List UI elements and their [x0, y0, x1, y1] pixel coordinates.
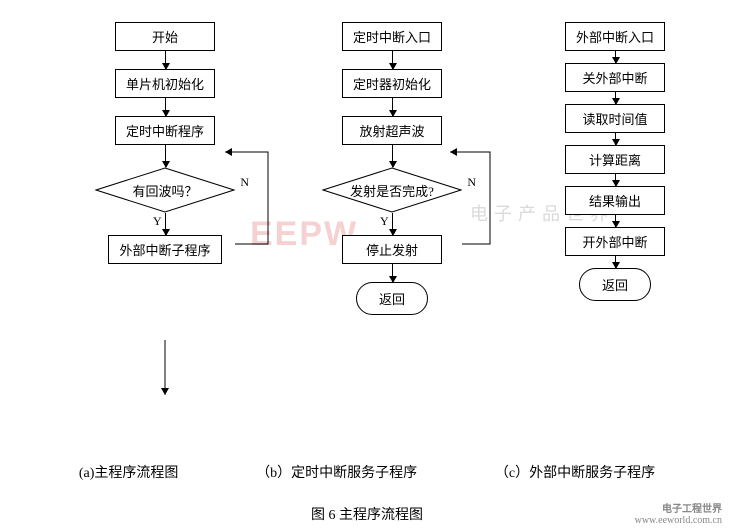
flowchart-canvas: EEPW.com.cn 电子产品世界 开始 单片机初始化 定时中断程序 有回波吗… — [0, 0, 734, 450]
arrow — [392, 51, 393, 69]
arrow — [165, 98, 166, 116]
branch-y: Y — [153, 214, 162, 229]
flowchart-b: 定时中断入口 定时器初始化 放射超声波 发射是否完成? N Y 停止发射 返回 — [292, 22, 492, 315]
arrow — [615, 256, 616, 268]
caption-b: （b）定时中断服务子程序 — [256, 462, 417, 482]
caption-a: (a)主程序流程图 — [79, 462, 179, 482]
node-decision: 有回波吗？ N Y — [95, 167, 235, 213]
node-rect: 定时器初始化 — [342, 69, 442, 98]
node-rect: 放射超声波 — [342, 116, 442, 145]
arrow — [615, 51, 616, 63]
arrow — [165, 51, 166, 69]
node-rect: 停止发射 — [342, 235, 442, 264]
node-terminator: 返回 — [579, 268, 651, 301]
arrow — [392, 98, 393, 116]
node-rect: 开外部中断 — [565, 227, 665, 256]
captions: (a)主程序流程图 （b）定时中断服务子程序 （c）外部中断服务子程序 图 6 … — [0, 462, 734, 524]
flowchart-c: 外部中断入口 关外部中断 读取时间值 计算距离 结果输出 开外部中断 返回 — [515, 22, 715, 301]
footer-logo: 电子工程世界 www.eeworld.com.cn — [635, 504, 722, 526]
arrow — [392, 145, 393, 167]
arrow — [165, 213, 166, 235]
arrow — [615, 133, 616, 145]
node-rect: 外部中断子程序 — [108, 235, 221, 264]
node-rect: 计算距离 — [565, 145, 665, 174]
node-rect: 结果输出 — [565, 186, 665, 215]
node-start: 开始 — [115, 22, 215, 51]
arrow — [392, 264, 393, 282]
node-rect: 关外部中断 — [565, 63, 665, 92]
flowchart-a: 开始 单片机初始化 定时中断程序 有回波吗？ N Y 外部中断子程序 — [65, 22, 265, 264]
node-decision: 发射是否完成? N Y — [322, 167, 462, 213]
node-rect: 外部中断入口 — [565, 22, 665, 51]
node-rect: 定时中断程序 — [115, 116, 215, 145]
arrow — [615, 215, 616, 227]
node-rect: 单片机初始化 — [115, 69, 215, 98]
figure-caption: 图 6 主程序流程图 — [0, 504, 734, 524]
node-rect: 读取时间值 — [565, 104, 665, 133]
decision-label: 发射是否完成? — [350, 181, 434, 200]
arrow — [615, 92, 616, 104]
arrow — [615, 174, 616, 186]
caption-c: （c）外部中断服务子程序 — [495, 462, 655, 482]
branch-n: N — [240, 175, 249, 190]
decision-label: 有回波吗？ — [132, 181, 197, 200]
branch-y: Y — [380, 214, 389, 229]
node-rect: 定时中断入口 — [342, 22, 442, 51]
arrow — [392, 213, 393, 235]
branch-n: N — [467, 175, 476, 190]
arrow — [165, 145, 166, 167]
node-terminator: 返回 — [356, 282, 428, 315]
